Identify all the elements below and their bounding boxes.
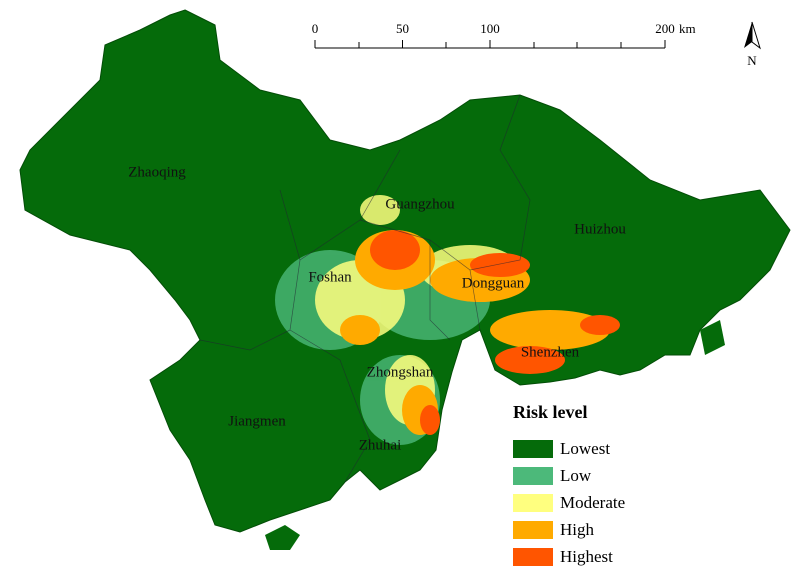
legend-label: Lowest [560,439,610,458]
island [265,525,300,550]
highest-areas [370,230,620,435]
city-boundaries [199,94,531,483]
scale-label: 100 [480,21,500,36]
city-label: Huizhou [574,221,626,237]
legend-label: Highest [560,547,613,566]
legend-swatch [513,467,553,485]
city-label: Dongguan [462,275,525,291]
scale-label: 200 [655,21,675,36]
legend-swatch [513,440,553,458]
north-arrow: N [744,21,761,68]
city-label: Zhaoqing [128,164,186,180]
legend-label: Low [560,466,592,485]
scale-bar: 0 50 100 200 km [312,21,696,49]
scale-label: 0 [312,21,319,36]
city-label: Shenzhen [521,344,580,360]
legend-title: Risk level [513,402,588,422]
legend-swatch [513,494,553,512]
city-label: Zhuhai [359,437,402,453]
legend-swatch [513,548,553,566]
city-label: Jiangmen [228,413,286,429]
city-label: Guangzhou [385,196,455,212]
region [19,9,791,550]
legend: Risk level Lowest Low Moderate High Highest [513,402,625,566]
legend-label: Moderate [560,493,625,512]
city-labels: Zhaoqing Guangzhou Huizhou Foshan Dongguan Sh… [128,164,626,453]
scale-label: 50 [396,21,409,36]
city-label: Zhongshan [367,364,434,380]
city-label: Foshan [308,269,352,285]
scale-unit: km [679,21,696,36]
island [700,320,725,355]
legend-label: High [560,520,595,539]
legend-swatch [513,521,553,539]
north-label: N [747,53,757,68]
scale-minor-ticks [358,42,622,48]
